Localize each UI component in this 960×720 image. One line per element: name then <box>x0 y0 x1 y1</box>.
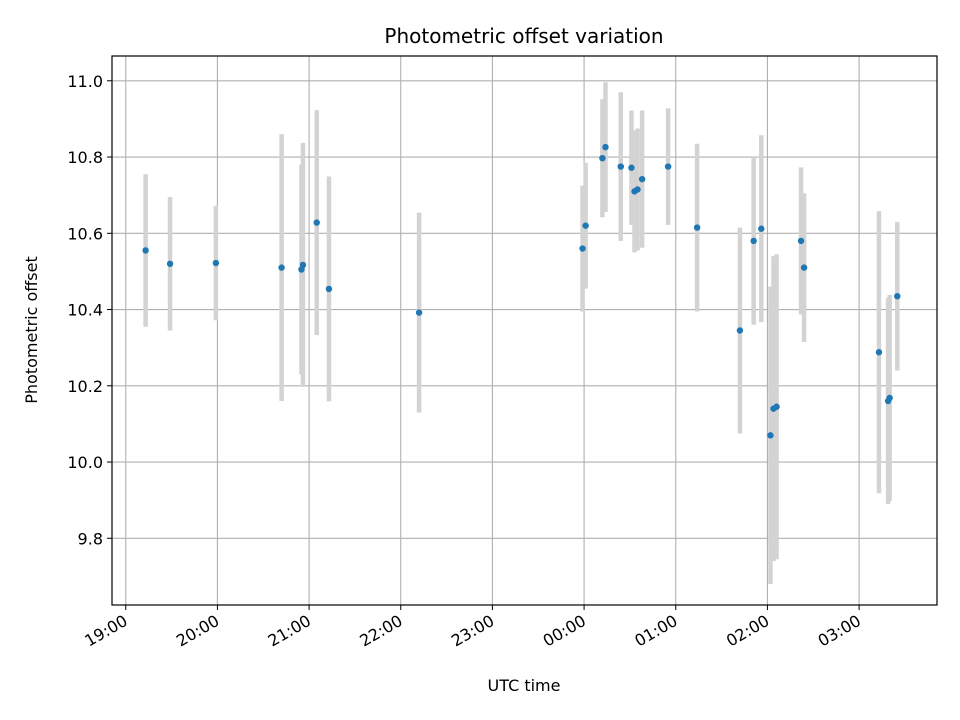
data-point <box>886 394 893 402</box>
y-tick-label: 10.0 <box>67 453 103 472</box>
data-point <box>166 260 174 267</box>
data-points <box>142 143 901 439</box>
data-point <box>142 247 149 254</box>
data-point <box>582 222 589 229</box>
data-point <box>736 327 744 334</box>
x-tick-label: 01:00 <box>631 611 680 651</box>
x-tick-label: 19:00 <box>81 611 130 651</box>
data-point <box>758 225 765 232</box>
data-point <box>212 259 220 267</box>
data-point <box>638 175 646 183</box>
y-tick-label: 10.6 <box>67 224 103 243</box>
data-point <box>773 403 780 410</box>
data-point <box>797 237 805 245</box>
plot-frame <box>111 55 938 606</box>
data-point <box>767 432 774 439</box>
x-tick-label: 03:00 <box>815 611 864 651</box>
x-tick-label: 21:00 <box>265 611 314 651</box>
data-point <box>415 309 423 316</box>
data-point <box>664 163 672 170</box>
data-point <box>800 264 808 271</box>
data-point <box>628 164 635 171</box>
data-point <box>634 186 641 193</box>
data-point <box>278 264 285 271</box>
x-axis: 19:00 20:00 21:00 22:00 23:00 00:00 01:00 02:00… <box>81 605 864 651</box>
data-point <box>602 143 609 151</box>
y-tick-label: 9.8 <box>78 529 103 548</box>
data-point <box>894 292 901 300</box>
data-point <box>750 237 757 245</box>
data-point <box>313 219 320 226</box>
chart-title: Photometric offset variation <box>384 24 663 48</box>
y-axis-label: Photometric offset <box>22 256 41 404</box>
data-point <box>875 349 883 356</box>
data-point <box>299 261 307 269</box>
grid <box>112 56 937 605</box>
y-tick-label: 10.2 <box>67 377 103 396</box>
data-point <box>617 163 624 170</box>
y-tick-label: 10.4 <box>67 301 103 320</box>
x-tick-label: 23:00 <box>448 611 497 651</box>
y-tick-label: 11.0 <box>67 72 103 91</box>
data-point <box>579 245 586 252</box>
data-point <box>599 154 606 162</box>
x-tick-label: 02:00 <box>723 611 772 651</box>
x-tick-label: 00:00 <box>540 611 589 651</box>
y-tick-label: 10.8 <box>67 148 103 167</box>
x-tick-label: 20:00 <box>173 611 222 651</box>
data-point <box>325 285 333 293</box>
x-axis-label: UTC time <box>488 676 561 695</box>
y-axis: 9.8 10.0 10.2 10.4 10.6 10.8 11.0 <box>67 72 112 548</box>
data-point <box>693 224 701 231</box>
x-tick-label: 22:00 <box>356 611 405 651</box>
